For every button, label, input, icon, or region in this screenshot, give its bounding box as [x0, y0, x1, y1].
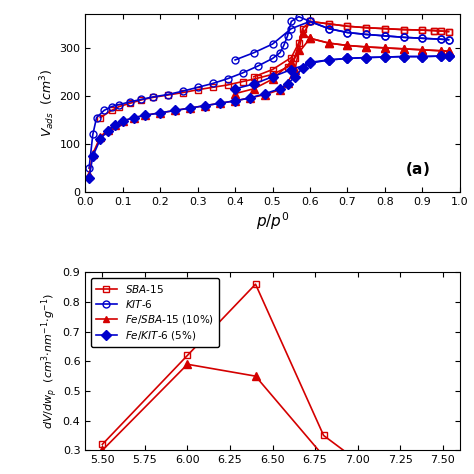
Y-axis label: $dV/dw_p$  $(cm^3{\cdot}nm^{-1}{\cdot}g^{-1})$: $dV/dw_p$ $(cm^3{\cdot}nm^{-1}{\cdot}g^{…	[39, 293, 60, 429]
Y-axis label: $V_{ads}$  $(cm^3)$: $V_{ads}$ $(cm^3)$	[38, 69, 56, 137]
Text: $\bf{(a)}$: $\bf{(a)}$	[405, 160, 430, 178]
X-axis label: $p/p^0$: $p/p^0$	[256, 210, 289, 232]
Legend: $\it{SBA}$-$\it{15}$, $\it{KIT}$-$\it{6}$, $\it{Fe/SBA}$-$\it{15}$ $\it{(10\%)}$: $\it{SBA}$-$\it{15}$, $\it{KIT}$-$\it{6}…	[91, 277, 219, 347]
